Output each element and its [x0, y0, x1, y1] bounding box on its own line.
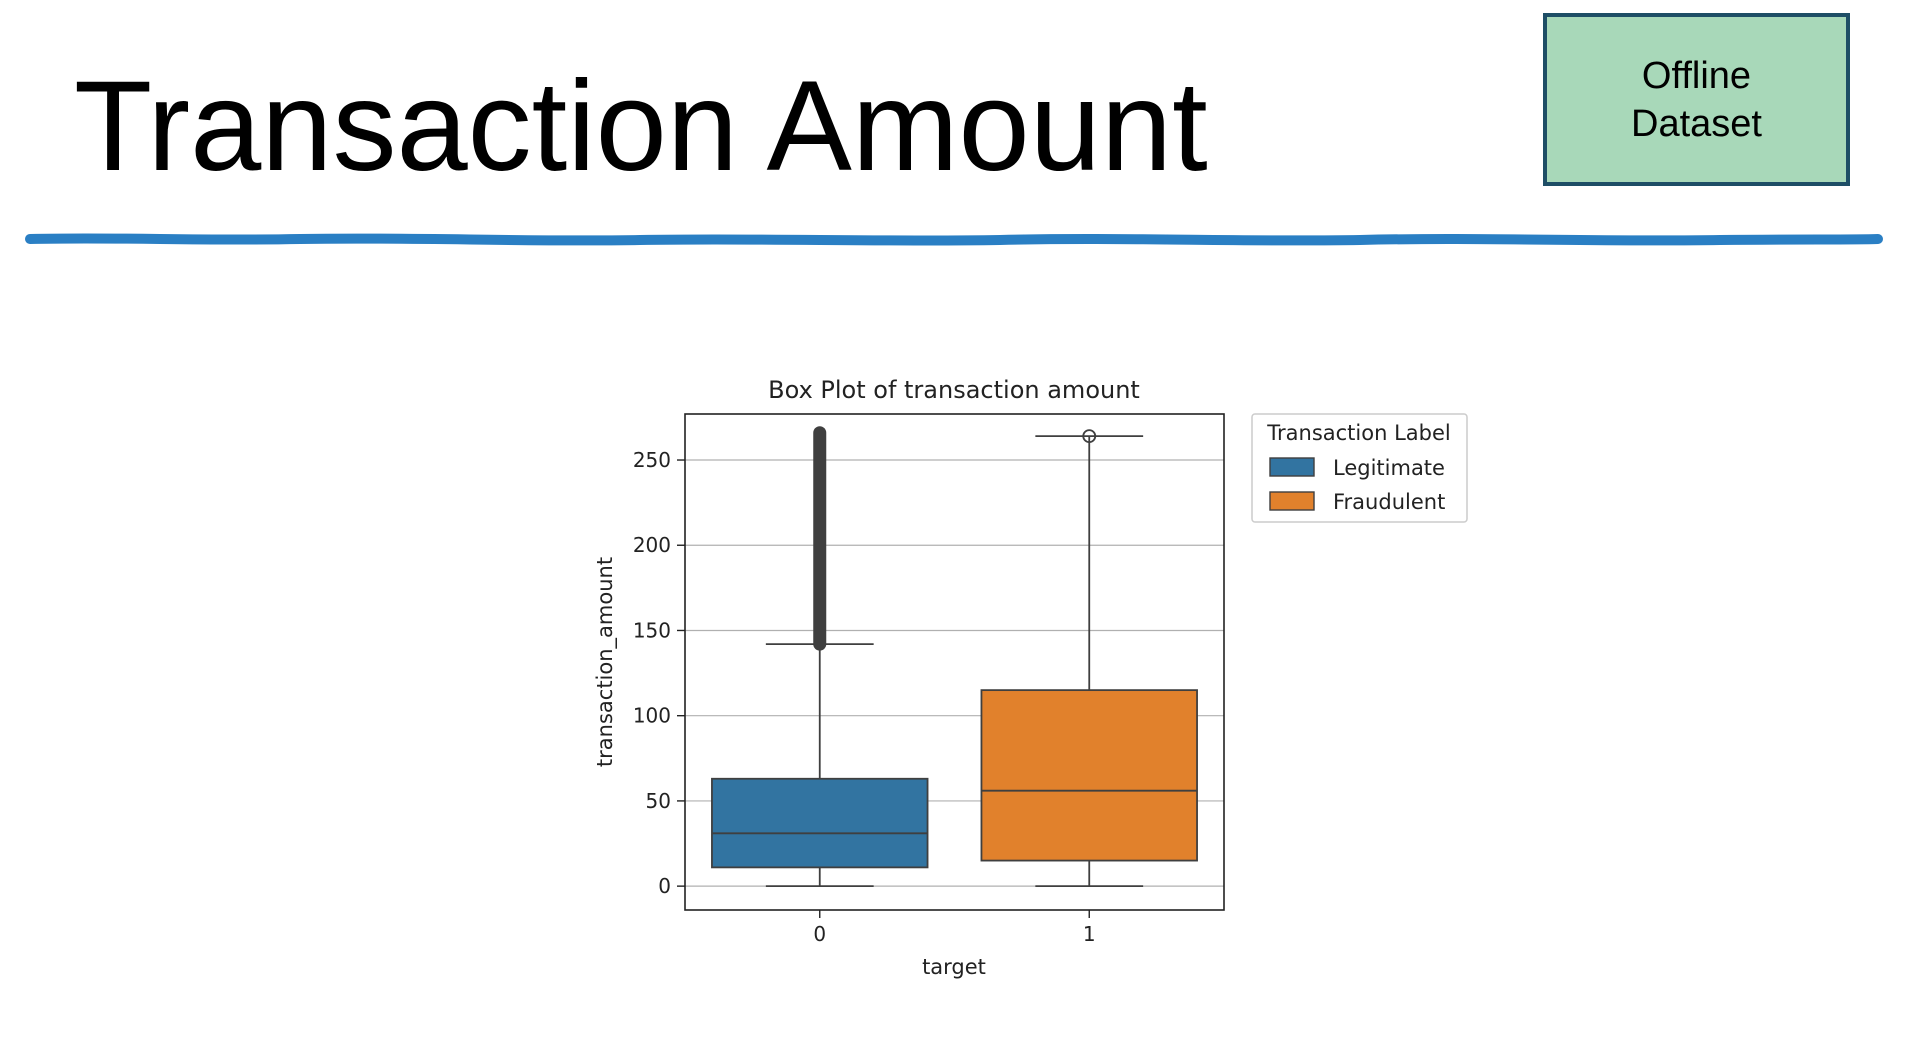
axis-ticks: 0 50 100 150 200 250 0 1	[633, 448, 1096, 946]
legend-title: Transaction Label	[1266, 421, 1450, 445]
fraudulent-box	[980, 689, 1198, 862]
badge-line-1: Offline	[1641, 54, 1752, 97]
box-series	[711, 426, 1198, 888]
y-tick-label: 0	[658, 874, 671, 898]
plot-area-frame	[684, 413, 1225, 911]
legend: Transaction Label Legitimate Fraudulent	[1251, 413, 1468, 523]
legitimate-box	[711, 777, 929, 869]
legend-swatch-legitimate	[1269, 457, 1315, 477]
chart-title: Box Plot of transaction amount	[768, 376, 1140, 404]
y-tick-label: 150	[633, 618, 671, 642]
y-tick-label: 50	[646, 789, 671, 813]
badge-line-2: Dataset	[1631, 102, 1762, 145]
x-tick-label: 0	[813, 922, 826, 946]
offline-dataset-badge: Offline Dataset	[1543, 13, 1850, 186]
y-tick-label: 200	[633, 533, 671, 557]
slide-title: Transaction Amount	[74, 55, 1208, 198]
x-tick-label: 1	[1083, 922, 1096, 946]
title-divider-line	[25, 233, 1883, 246]
legend-label-legitimate: Legitimate	[1333, 456, 1445, 480]
x-axis-label: target	[922, 955, 986, 979]
legend-label-fraudulent: Fraudulent	[1333, 490, 1445, 514]
fraudulent-outlier-point	[1082, 429, 1097, 444]
y-tick-label: 250	[633, 448, 671, 472]
y-tick-label: 100	[633, 704, 671, 728]
y-axis-label: transaction_amount	[593, 557, 618, 767]
legend-swatch-fraudulent	[1269, 491, 1315, 511]
